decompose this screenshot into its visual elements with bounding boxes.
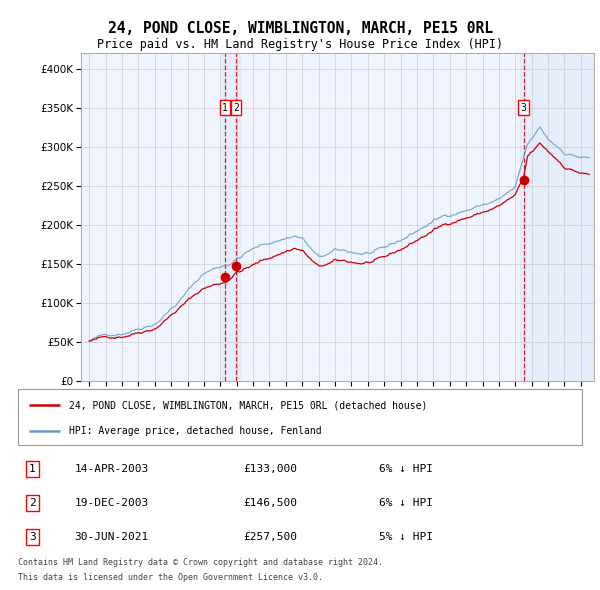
Text: This data is licensed under the Open Government Licence v3.0.: This data is licensed under the Open Gov… xyxy=(18,573,323,582)
Text: Price paid vs. HM Land Registry's House Price Index (HPI): Price paid vs. HM Land Registry's House … xyxy=(97,38,503,51)
Text: £146,500: £146,500 xyxy=(244,498,298,508)
Text: 5% ↓ HPI: 5% ↓ HPI xyxy=(379,532,433,542)
Text: Contains HM Land Registry data © Crown copyright and database right 2024.: Contains HM Land Registry data © Crown c… xyxy=(18,558,383,566)
FancyBboxPatch shape xyxy=(18,389,582,445)
Text: 24, POND CLOSE, WIMBLINGTON, MARCH, PE15 0RL (detached house): 24, POND CLOSE, WIMBLINGTON, MARCH, PE15… xyxy=(69,400,427,410)
Text: 6% ↓ HPI: 6% ↓ HPI xyxy=(379,498,433,508)
Bar xyxy=(222,53,240,381)
Bar xyxy=(520,53,594,381)
Text: 24, POND CLOSE, WIMBLINGTON, MARCH, PE15 0RL: 24, POND CLOSE, WIMBLINGTON, MARCH, PE15… xyxy=(107,21,493,35)
Text: 3: 3 xyxy=(521,103,526,113)
Text: 1: 1 xyxy=(29,464,35,474)
Text: £257,500: £257,500 xyxy=(244,532,298,542)
Text: 19-DEC-2003: 19-DEC-2003 xyxy=(74,498,149,508)
Text: £133,000: £133,000 xyxy=(244,464,298,474)
Text: HPI: Average price, detached house, Fenland: HPI: Average price, detached house, Fenl… xyxy=(69,427,322,437)
Text: 30-JUN-2021: 30-JUN-2021 xyxy=(74,532,149,542)
Text: 3: 3 xyxy=(29,532,35,542)
Text: 2: 2 xyxy=(233,103,239,113)
Text: 6% ↓ HPI: 6% ↓ HPI xyxy=(379,464,433,474)
Text: 14-APR-2003: 14-APR-2003 xyxy=(74,464,149,474)
Text: 2: 2 xyxy=(29,498,35,508)
Text: 1: 1 xyxy=(222,103,228,113)
